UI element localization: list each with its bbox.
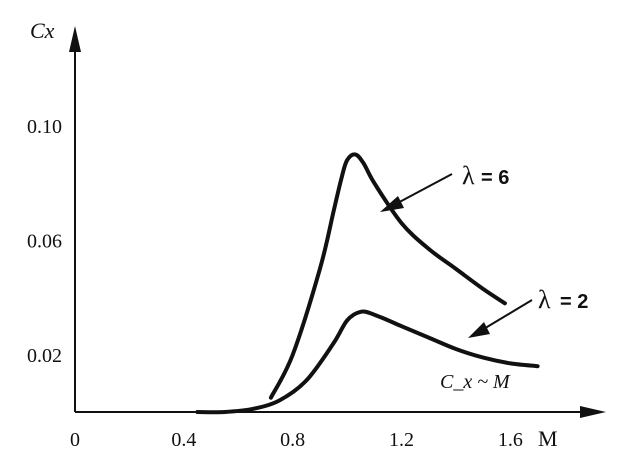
- x-tick-label: 0.4: [171, 429, 196, 451]
- y-tick-label: 0.02: [27, 345, 62, 367]
- x-tick-label: 0.8: [280, 429, 305, 451]
- series-label-lambda-2-value: = 2: [560, 291, 588, 313]
- leader-line-lambda-2: [481, 299, 533, 331]
- leader-line-lambda-6: [391, 173, 453, 207]
- y-axis-arrow-icon: [69, 26, 81, 52]
- series-label-lambda-6-symbol: λ: [462, 161, 475, 190]
- leader-arrow-lambda-6-icon: [380, 196, 404, 212]
- x-tick-label: 1.2: [389, 429, 414, 451]
- series-line-lambda-2: [195, 309, 540, 415]
- x-tick-label: 1.6: [498, 429, 523, 451]
- y-tick-label: 0.06: [27, 230, 62, 252]
- chart-annotation: C_x ~ M: [440, 371, 511, 393]
- y-axis-title: Cx: [30, 18, 55, 43]
- y-tick-label: 0.10: [27, 116, 62, 138]
- series-line-lambda-6: [268, 152, 507, 400]
- series-label-lambda-2-symbol: λ: [538, 285, 551, 314]
- leader-arrow-lambda-2-icon: [468, 322, 490, 338]
- y-tick-labels: 0.02 0.06 0.10: [27, 116, 62, 367]
- x-axis-arrow-icon: [580, 406, 606, 418]
- x-tick-labels: 0 0.4 0.8 1.2 1.6: [70, 429, 523, 451]
- series-label-lambda-6-value: = 6: [481, 167, 509, 189]
- x-tick-label: 0: [70, 429, 80, 451]
- x-axis-title: M: [538, 426, 558, 451]
